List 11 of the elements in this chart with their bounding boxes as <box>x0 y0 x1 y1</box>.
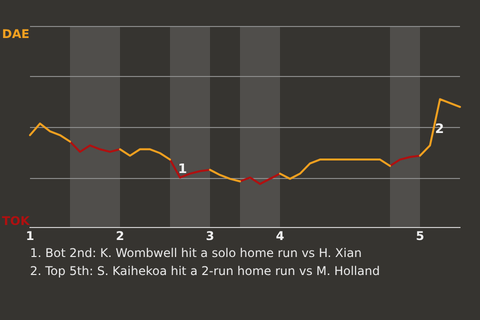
text: TOK <box>2 214 30 228</box>
x-tick-label: 4 <box>276 228 284 243</box>
text: DAE <box>2 27 30 41</box>
x-tick-label: 5 <box>416 228 424 243</box>
annotation: 2 <box>435 122 444 137</box>
x-tick-label: 1 <box>26 228 34 243</box>
text: 2. Top 5th: S. Kaihekoa hit a 2-run home run vs M. Holland <box>30 263 380 280</box>
x-tick-label: 2 <box>116 228 124 243</box>
text: 1. Bot 2nd: K. Wombwell hit a solo home run vs H. Xian <box>30 245 363 262</box>
x-tick-label: 3 <box>206 228 214 243</box>
annotation: 1 <box>178 162 188 177</box>
